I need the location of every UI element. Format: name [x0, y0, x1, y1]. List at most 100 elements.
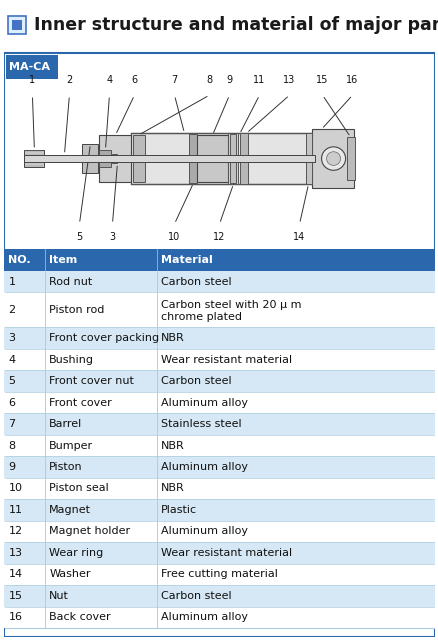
Bar — [4, 477, 434, 499]
Bar — [82, 144, 98, 173]
Bar — [311, 129, 353, 188]
Text: Rod nut: Rod nut — [49, 276, 92, 287]
Text: 11: 11 — [253, 76, 265, 85]
Text: Magnet holder: Magnet holder — [49, 526, 130, 536]
Text: 8: 8 — [206, 76, 212, 85]
Bar — [7, 55, 58, 79]
Text: Wear resistant material: Wear resistant material — [161, 548, 292, 558]
Text: 4: 4 — [106, 76, 112, 85]
Text: 13: 13 — [8, 548, 22, 558]
Bar — [239, 133, 247, 184]
Bar — [4, 413, 434, 435]
Text: Front cover nut: Front cover nut — [49, 376, 134, 386]
Text: 3: 3 — [8, 333, 15, 343]
Text: 7: 7 — [8, 419, 15, 429]
Bar — [197, 135, 227, 182]
Text: 16: 16 — [346, 76, 358, 85]
Text: Bushing: Bushing — [49, 355, 94, 365]
Text: 5: 5 — [76, 232, 82, 242]
Bar — [25, 155, 314, 163]
Text: Wear resistant material: Wear resistant material — [161, 355, 292, 365]
Text: Washer: Washer — [49, 570, 91, 579]
Bar — [4, 607, 434, 628]
Text: 6: 6 — [8, 397, 15, 408]
Text: NBR: NBR — [161, 333, 184, 343]
Text: 10: 10 — [168, 232, 180, 242]
Text: 8: 8 — [8, 440, 15, 451]
Text: MA-CA: MA-CA — [9, 62, 50, 72]
Bar — [4, 542, 434, 564]
Circle shape — [321, 147, 345, 170]
Text: Magnet: Magnet — [49, 505, 91, 515]
Text: 13: 13 — [283, 76, 295, 85]
Bar — [4, 392, 434, 413]
Text: Piston rod: Piston rod — [49, 305, 104, 315]
Text: Aluminum alloy: Aluminum alloy — [161, 612, 247, 622]
Text: 12: 12 — [213, 232, 225, 242]
Bar — [4, 250, 434, 271]
Text: Carbon steel: Carbon steel — [161, 376, 231, 386]
Text: 1: 1 — [8, 276, 15, 287]
Text: Carbon steel: Carbon steel — [161, 591, 231, 601]
Text: Aluminum alloy: Aluminum alloy — [161, 462, 247, 472]
Text: Free cutting material: Free cutting material — [161, 570, 277, 579]
Text: 2: 2 — [66, 76, 72, 85]
Text: Bumper: Bumper — [49, 440, 93, 451]
Text: 5: 5 — [8, 376, 15, 386]
Text: 15: 15 — [316, 76, 328, 85]
Text: 10: 10 — [8, 483, 22, 493]
Bar — [25, 155, 314, 163]
Circle shape — [326, 152, 340, 165]
Text: chrome plated: chrome plated — [161, 312, 242, 322]
Text: 3: 3 — [109, 232, 115, 242]
Bar — [346, 137, 354, 180]
Text: Front cover packing: Front cover packing — [49, 333, 159, 343]
Text: 6: 6 — [131, 76, 137, 85]
Text: Piston: Piston — [49, 462, 83, 472]
Bar — [227, 133, 237, 184]
Bar — [4, 271, 434, 292]
Bar — [4, 371, 434, 392]
Text: NBR: NBR — [161, 483, 184, 493]
Text: Item: Item — [49, 255, 78, 265]
Bar — [305, 133, 311, 184]
Bar — [189, 134, 197, 183]
Bar — [4, 349, 434, 371]
Text: 14: 14 — [8, 570, 22, 579]
Bar — [229, 134, 235, 183]
Text: Inner structure and material of major parts: Inner structure and material of major pa… — [34, 16, 438, 34]
Bar — [99, 135, 131, 182]
Bar — [4, 585, 434, 607]
Text: 15: 15 — [8, 591, 22, 601]
Text: Material: Material — [161, 255, 212, 265]
Text: 14: 14 — [293, 232, 305, 242]
Bar — [99, 150, 111, 167]
Bar — [4, 521, 434, 542]
Bar — [131, 133, 311, 184]
Bar — [112, 154, 117, 163]
Text: NO.: NO. — [8, 255, 31, 265]
Text: 4: 4 — [8, 355, 15, 365]
Bar — [133, 135, 145, 182]
Bar — [4, 456, 434, 477]
Bar — [25, 150, 44, 167]
Bar — [12, 20, 22, 30]
Bar — [4, 435, 434, 456]
Text: Aluminum alloy: Aluminum alloy — [161, 526, 247, 536]
Text: Piston seal: Piston seal — [49, 483, 109, 493]
Text: Wear ring: Wear ring — [49, 548, 103, 558]
Bar — [4, 564, 434, 585]
Bar — [4, 499, 434, 521]
Text: Aluminum alloy: Aluminum alloy — [161, 397, 247, 408]
Bar — [4, 292, 434, 328]
Text: 7: 7 — [171, 76, 177, 85]
Text: 9: 9 — [8, 462, 15, 472]
Text: Back cover: Back cover — [49, 612, 111, 622]
Text: 11: 11 — [8, 505, 22, 515]
Text: Stainless steel: Stainless steel — [161, 419, 241, 429]
Text: Carbon steel: Carbon steel — [161, 276, 231, 287]
Text: Barrel: Barrel — [49, 419, 82, 429]
Text: Front cover: Front cover — [49, 397, 112, 408]
Text: 2: 2 — [8, 305, 15, 315]
Bar — [4, 328, 434, 349]
